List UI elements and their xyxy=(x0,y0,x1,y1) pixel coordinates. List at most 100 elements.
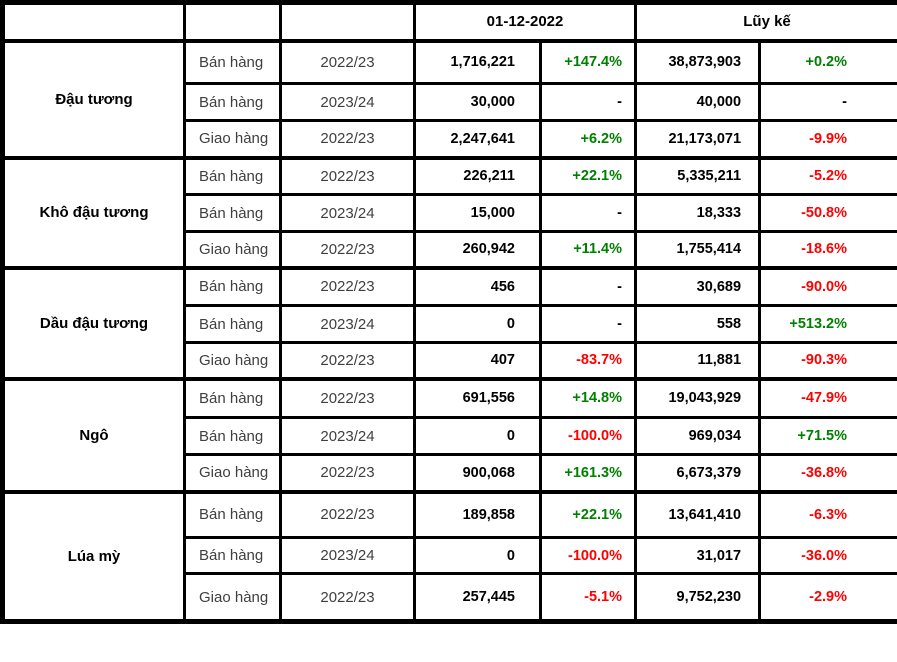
value-cell: 2,247,641 xyxy=(413,119,542,159)
activity-cell: Bán hàng xyxy=(183,82,282,122)
value-cell: 900,068 xyxy=(413,453,542,493)
season-cell: 2023/24 xyxy=(279,416,416,456)
change-pct-cell: +22.1% xyxy=(538,155,638,196)
activity-cell: Giao hàng xyxy=(183,453,282,493)
header-empty-activity xyxy=(183,1,282,43)
change-pct-cell: +161.3% xyxy=(538,453,638,493)
cumulative-value-cell: 6,673,379 xyxy=(634,453,762,493)
season-cell: 2022/23 xyxy=(279,489,416,539)
activity-cell: Giao hàng xyxy=(183,119,282,159)
activity-cell: Bán hàng xyxy=(183,489,282,539)
header-date: 01-12-2022 xyxy=(412,1,638,43)
change-pct-cell: +14.8% xyxy=(538,376,638,419)
header-empty-commodity xyxy=(1,1,186,43)
activity-cell: Giao hàng xyxy=(183,341,282,380)
table-row: Lúa mỳ Bán hàng 2022/23 189,858 +22.1% 13,641… xyxy=(1,489,897,623)
cumulative-pct-cell: +513.2% xyxy=(758,304,897,344)
table-row: Dầu đậu tương Bán hàng 2022/23 456-30,689 -9… xyxy=(1,265,897,380)
value-cell: 30,000 xyxy=(413,82,542,122)
cumulative-value-cell: 19,043,929 xyxy=(634,376,762,419)
season-cell: 2023/24 xyxy=(279,304,416,344)
cumulative-value-cell: 1,755,414 xyxy=(634,230,762,269)
change-pct-cell: -83.7% xyxy=(538,341,638,380)
table-row: Bán hàng 2023/24 0 -100.0% 31,017 -36.0% xyxy=(3,536,897,575)
value-cell: 456 xyxy=(413,265,542,307)
cumulative-value-cell: 969,034 xyxy=(634,416,762,456)
value-cell: 0 xyxy=(413,416,542,456)
commodity-name: Đậu tương xyxy=(1,38,186,159)
cumulative-value-cell: 5,335,211 xyxy=(634,155,762,196)
cumulative-pct-cell: -36.8% xyxy=(758,453,897,493)
value-cell: 407 xyxy=(413,341,542,380)
season-cell: 2022/23 xyxy=(279,453,416,493)
season-cell: 2022/23 xyxy=(279,119,416,159)
table-row: Giao hàng 2022/23 2,247,641 +6.2% 21,173,071… xyxy=(3,119,897,159)
value-cell: 1,716,221 xyxy=(413,38,542,85)
value-cell: 226,211 xyxy=(413,155,542,196)
table-row: Giao hàng 2022/23 260,942 +11.4% 1,755,414 -1… xyxy=(3,230,897,269)
table-row: Giao hàng 2022/23 257,445 -5.1% 9,752,230 -2.… xyxy=(3,572,897,623)
season-cell: 2022/23 xyxy=(279,38,416,85)
activity-cell: Bán hàng xyxy=(183,155,282,196)
cumulative-value-cell: 38,873,903 xyxy=(634,38,762,85)
cumulative-pct-cell: -90.0% xyxy=(758,265,897,307)
cumulative-value-cell: 31,017 xyxy=(634,536,762,575)
season-cell: 2023/24 xyxy=(279,82,416,122)
value-cell: 260,942 xyxy=(413,230,542,269)
change-pct-cell: - xyxy=(538,193,638,233)
activity-cell: Bán hàng xyxy=(183,304,282,344)
cumulative-pct-cell: -9.9% xyxy=(758,119,897,159)
change-pct-cell: - xyxy=(538,82,638,122)
cumulative-value-cell: 18,333 xyxy=(634,193,762,233)
value-cell: 189,858 xyxy=(413,489,542,539)
season-cell: 2022/23 xyxy=(279,572,416,623)
table-row: Đậu tương Bán hàng 2022/23 1,716,221 +147.4%… xyxy=(1,38,897,159)
activity-cell: Bán hàng xyxy=(183,416,282,456)
cumulative-pct-cell: -6.3% xyxy=(758,489,897,539)
value-cell: 0 xyxy=(413,304,542,344)
value-cell: 257,445 xyxy=(413,572,542,623)
header-cumulative: Lũy kế xyxy=(634,1,897,43)
cumulative-value-cell: 558 xyxy=(634,304,762,344)
season-cell: 2022/23 xyxy=(279,155,416,196)
activity-cell: Bán hàng xyxy=(183,376,282,419)
season-cell: 2023/24 xyxy=(279,193,416,233)
cumulative-value-cell: 13,641,410 xyxy=(634,489,762,539)
cumulative-value-cell: 11,881 xyxy=(634,341,762,380)
activity-cell: Bán hàng xyxy=(183,38,282,85)
change-pct-cell: -100.0% xyxy=(538,536,638,575)
commodity-sales-table: 01-12-2022 Lũy kế Đậu tương Bán hàng 2022/… xyxy=(0,0,897,624)
change-pct-cell: - xyxy=(538,265,638,307)
cumulative-pct-cell: -47.9% xyxy=(758,376,897,419)
cumulative-value-cell: 9,752,230 xyxy=(634,572,762,623)
activity-cell: Giao hàng xyxy=(183,230,282,269)
value-cell: 0 xyxy=(413,536,542,575)
table-row: Giao hàng 2022/23 407 -83.7% 11,881 -90.3% xyxy=(3,341,897,380)
value-cell: 691,556 xyxy=(413,376,542,419)
cumulative-pct-cell: - xyxy=(758,82,897,122)
cumulative-pct-cell: -50.8% xyxy=(758,193,897,233)
table-row: Ngô Bán hàng 2022/23 691,556 +14.8% 19,043,92… xyxy=(1,376,897,493)
cumulative-value-cell: 40,000 xyxy=(634,82,762,122)
table-row: Giao hàng 2022/23 900,068 +161.3% 6,673,379-… xyxy=(3,453,897,493)
season-cell: 2023/24 xyxy=(279,536,416,575)
header-row: 01-12-2022 Lũy kế xyxy=(1,1,897,43)
cumulative-pct-cell: -5.2% xyxy=(758,155,897,196)
commodity-name: Lúa mỳ xyxy=(1,489,186,623)
change-pct-cell: -5.1% xyxy=(538,572,638,623)
activity-cell: Giao hàng xyxy=(183,572,282,623)
change-pct-cell: - xyxy=(538,304,638,344)
commodity-name: Khô đậu tương xyxy=(1,155,186,269)
commodity-name: Dầu đậu tương xyxy=(1,265,186,380)
activity-cell: Bán hàng xyxy=(183,536,282,575)
value-cell: 15,000 xyxy=(413,193,542,233)
season-cell: 2022/23 xyxy=(279,341,416,380)
season-cell: 2022/23 xyxy=(279,230,416,269)
activity-cell: Bán hàng xyxy=(183,193,282,233)
table-row: Bán hàng 2023/24 15,000-18,333 -50.8% xyxy=(3,193,897,233)
table-row: Bán hàng 2023/24 30,000-40,000- xyxy=(3,82,897,122)
cumulative-pct-cell: +0.2% xyxy=(758,38,897,85)
table-body: Đậu tương Bán hàng 2022/23 1,716,221 +147.4%… xyxy=(1,38,897,623)
activity-cell: Bán hàng xyxy=(183,265,282,307)
